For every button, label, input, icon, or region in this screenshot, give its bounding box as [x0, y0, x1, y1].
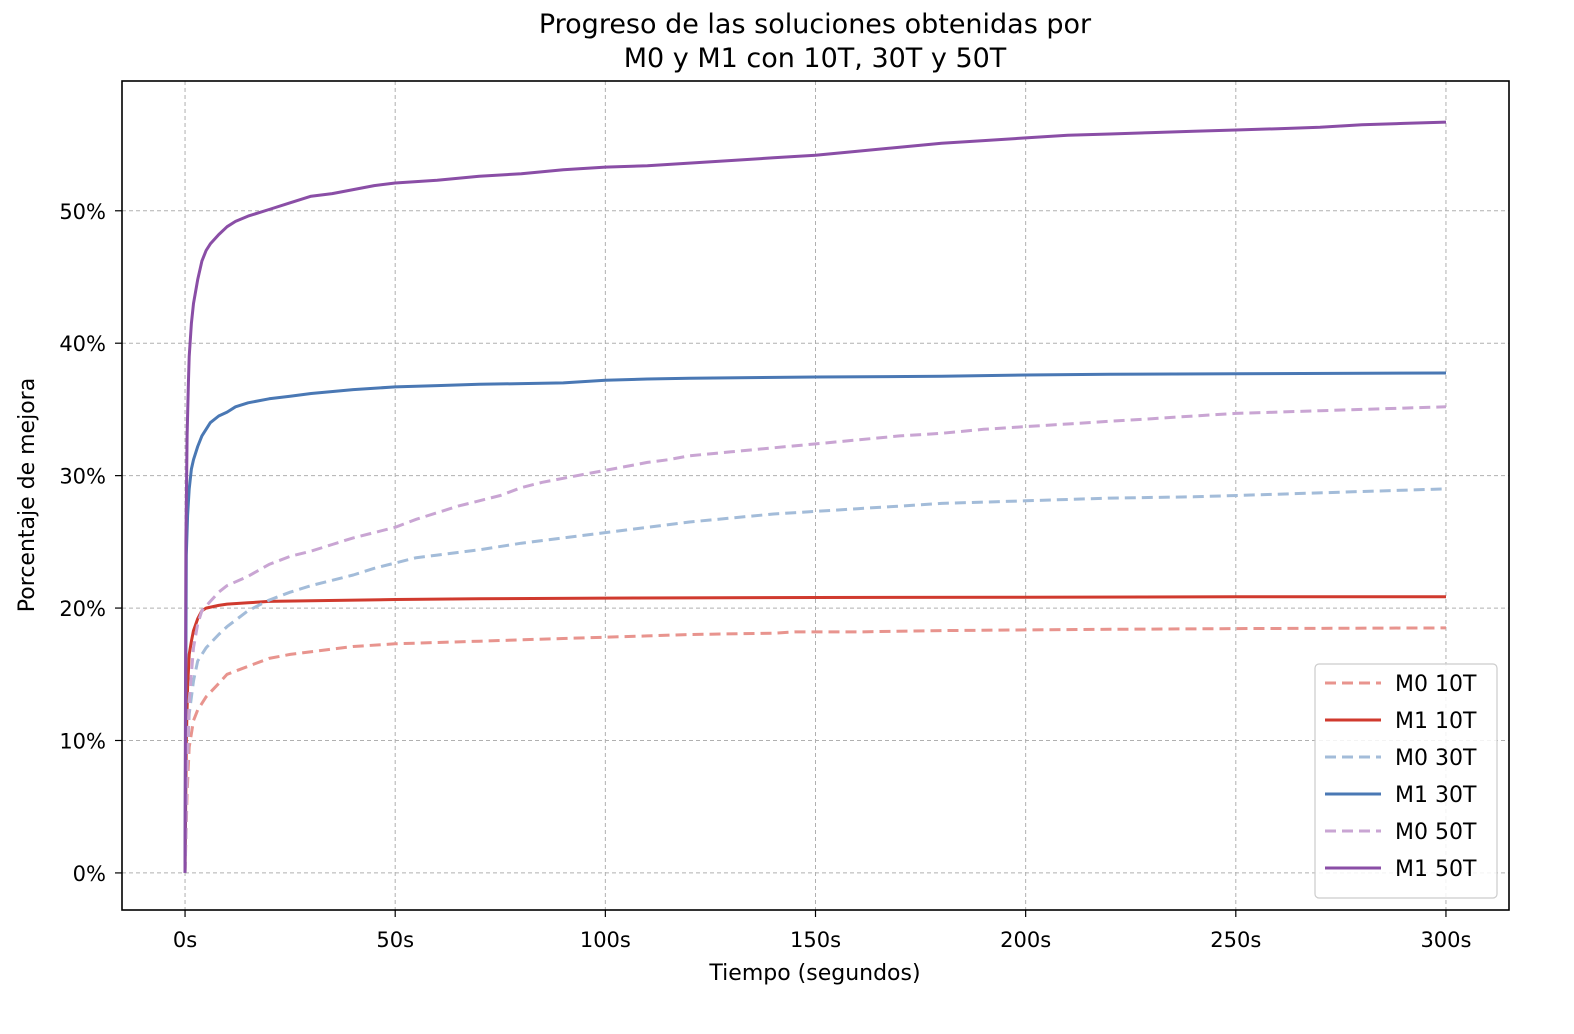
series-lines — [183, 120, 1447, 873]
grid-lines — [122, 81, 1509, 910]
series-line-m0-10t — [183, 626, 1447, 873]
y-tick-label: 40% — [59, 332, 106, 356]
series-line-m1-30t — [183, 371, 1447, 873]
y-axis-label: Porcentaje de mejora — [15, 378, 40, 612]
x-tick-label: 100s — [580, 928, 631, 952]
x-tick-label: 300s — [1420, 928, 1471, 952]
legend-label-m0-50t: M0 50T — [1395, 820, 1477, 845]
y-tick-label: 30% — [59, 465, 106, 489]
y-tick-label: 0% — [73, 862, 106, 886]
x-tick-label: 0s — [173, 928, 197, 952]
series-line-m0-30t — [183, 487, 1447, 873]
legend-label-m0-30t: M0 30T — [1395, 746, 1477, 771]
series-line-m1-10t — [183, 595, 1446, 873]
x-tick-label: 150s — [790, 928, 841, 952]
series-line-m1-50t — [183, 120, 1447, 873]
x-tick-label: 250s — [1210, 928, 1261, 952]
y-tick-label: 10% — [59, 729, 106, 753]
y-tick-label: 20% — [59, 597, 106, 621]
x-axis-label: Tiempo (segundos) — [708, 961, 920, 986]
x-tick-label: 50s — [376, 928, 414, 952]
legend-label-m0-10t: M0 10T — [1395, 672, 1477, 697]
chart-title-line-2: M0 y M1 con 10T, 30T y 50T — [624, 43, 1007, 74]
x-tick-label: 200s — [1000, 928, 1051, 952]
legend-label-m1-10t: M1 10T — [1395, 709, 1477, 734]
legend-label-m1-50t: M1 50T — [1395, 857, 1477, 882]
legend: M0 10T M1 10T M0 30T M1 30T M0 50T M1 50T — [1314, 663, 1498, 899]
legend-box — [1314, 663, 1498, 899]
legend-label-m1-30t: M1 30T — [1395, 783, 1477, 808]
chart-title-line-1: Progreso de las soluciones obtenidas por — [539, 9, 1092, 40]
y-tick-label: 50% — [59, 200, 106, 224]
axis-ticks: 0s 50s 100s 150s 200s 250s 300s 0% 10% 20% 30% 40% 5… — [59, 200, 1471, 952]
series-line-m0-50t — [183, 405, 1447, 873]
